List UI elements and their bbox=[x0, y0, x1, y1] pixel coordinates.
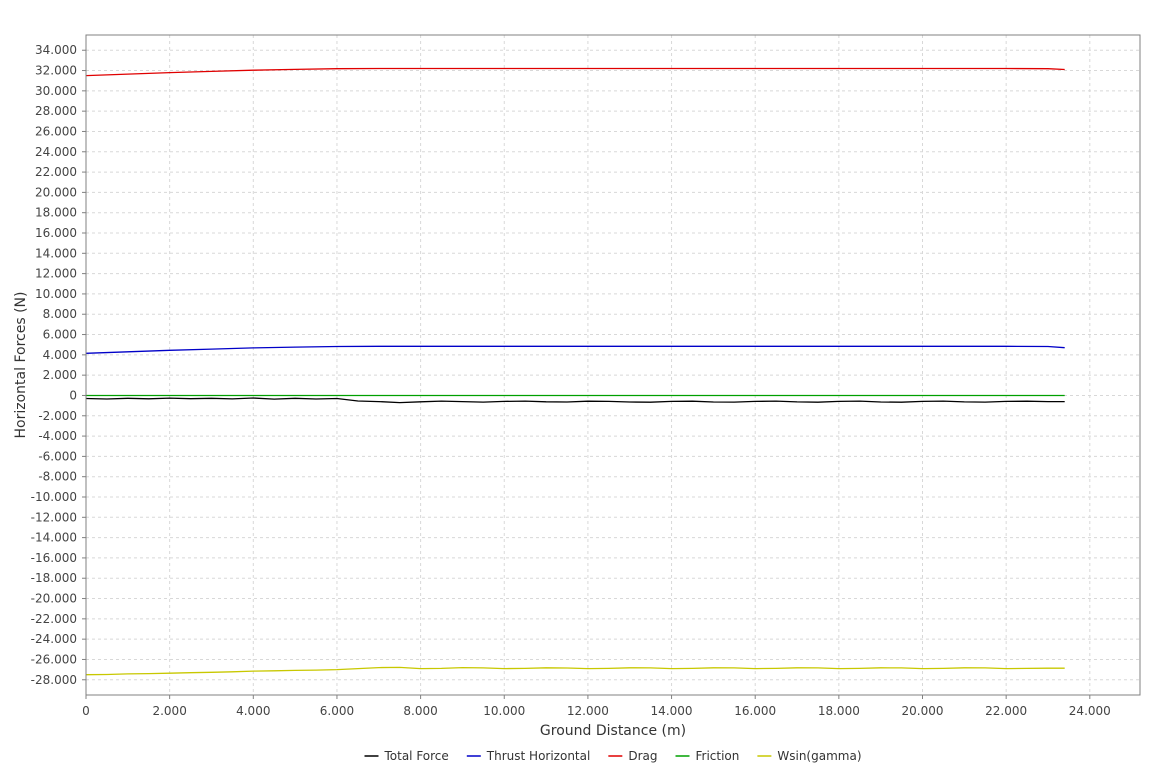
y-tick-label: -22.000 bbox=[31, 612, 77, 626]
y-tick-label: 14.000 bbox=[35, 246, 77, 260]
grid-lines bbox=[85, 35, 1140, 695]
legend-label: Drag bbox=[628, 749, 657, 763]
y-tick-label: 24.000 bbox=[35, 145, 77, 159]
y-tick-label: 22.000 bbox=[35, 165, 77, 179]
x-tick-label: 10.000 bbox=[483, 704, 525, 718]
y-tick-label: -26.000 bbox=[31, 652, 77, 666]
y-tick-label: -4.000 bbox=[38, 429, 77, 443]
x-tick-label: 12.000 bbox=[567, 704, 609, 718]
legend-label: Friction bbox=[695, 749, 739, 763]
y-axis-ticks: 34.000 32.000 30.000 28.000 26.000 24.000 22.0… bbox=[31, 43, 86, 687]
y-tick-label: 26.000 bbox=[35, 124, 77, 138]
y-tick-label: 30.000 bbox=[35, 84, 77, 98]
series-line-thrust-horizontal bbox=[85, 345, 1065, 354]
y-tick-label: 12.000 bbox=[35, 267, 77, 281]
y-tick-label: -14.000 bbox=[31, 531, 77, 545]
y-tick-label: -8.000 bbox=[38, 470, 77, 484]
y-tick-label: -16.000 bbox=[31, 551, 77, 565]
series-line-total-force bbox=[85, 397, 1065, 404]
y-tick-label: 6.000 bbox=[43, 328, 77, 342]
x-tick-label: 6.000 bbox=[320, 704, 354, 718]
x-tick-label: 0 bbox=[82, 704, 90, 718]
data-series bbox=[85, 67, 1065, 676]
y-tick-label: -2.000 bbox=[38, 409, 77, 423]
legend: Total Force Thrust Horizontal Drag Friction… bbox=[364, 749, 862, 763]
y-tick-label: 4.000 bbox=[43, 348, 77, 362]
x-tick-label: 4.000 bbox=[236, 704, 270, 718]
series-line-wsin-gamma bbox=[85, 666, 1065, 676]
y-tick-label: -24.000 bbox=[31, 632, 77, 646]
y-axis-title: Horizontal Forces (N) bbox=[13, 292, 29, 439]
y-tick-label: 16.000 bbox=[35, 226, 77, 240]
legend-label: Total Force bbox=[383, 749, 448, 763]
x-tick-label: 20.000 bbox=[902, 704, 944, 718]
legend-label: Thrust Horizontal bbox=[486, 749, 591, 763]
legend-label: Wsin(gamma) bbox=[777, 749, 861, 763]
y-tick-label: 32.000 bbox=[35, 64, 77, 78]
y-tick-label: -6.000 bbox=[38, 449, 77, 463]
x-tick-label: 14.000 bbox=[651, 704, 693, 718]
x-tick-label: 18.000 bbox=[818, 704, 860, 718]
x-axis-title: Ground Distance (m) bbox=[540, 723, 686, 739]
x-axis-ticks: 0 2.000 4.000 6.000 8.000 10.000 12.000 14.000 1… bbox=[82, 695, 1111, 718]
legend-item: Friction bbox=[675, 749, 739, 763]
y-tick-label: -10.000 bbox=[31, 490, 77, 504]
y-tick-label: -12.000 bbox=[31, 510, 77, 524]
y-tick-label: 28.000 bbox=[35, 104, 77, 118]
y-tick-label: 34.000 bbox=[35, 43, 77, 57]
y-tick-label: 8.000 bbox=[43, 307, 77, 321]
x-tick-label: 8.000 bbox=[403, 704, 437, 718]
x-tick-label: 22.000 bbox=[985, 704, 1027, 718]
y-tick-label: -28.000 bbox=[31, 673, 77, 687]
y-tick-label: -18.000 bbox=[31, 571, 77, 585]
legend-item: Drag bbox=[608, 749, 657, 763]
legend-item: Thrust Horizontal bbox=[466, 749, 591, 763]
y-tick-label: -20.000 bbox=[31, 592, 77, 606]
legend-item: Wsin(gamma) bbox=[757, 749, 862, 763]
y-tick-label: 10.000 bbox=[35, 287, 77, 301]
plot-background bbox=[86, 35, 1140, 695]
x-tick-label: 16.000 bbox=[734, 704, 776, 718]
y-tick-label: 18.000 bbox=[35, 206, 77, 220]
y-tick-label: 0 bbox=[69, 388, 77, 402]
series-line-drag bbox=[85, 67, 1065, 77]
x-tick-label: 2.000 bbox=[152, 704, 186, 718]
x-tick-label: 24.000 bbox=[1069, 704, 1111, 718]
legend-item: Total Force bbox=[364, 749, 449, 763]
y-tick-label: 2.000 bbox=[43, 368, 77, 382]
plot-border bbox=[85, 34, 1141, 696]
y-tick-label: 20.000 bbox=[35, 185, 77, 199]
